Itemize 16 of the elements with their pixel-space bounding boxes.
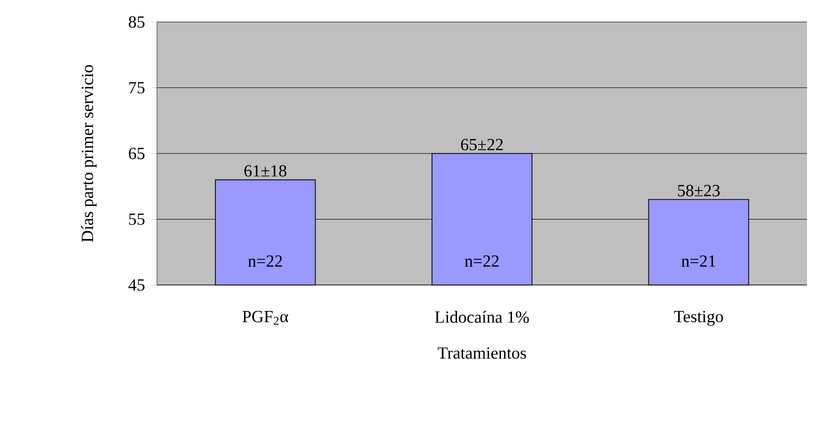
annotation: n=22 (248, 255, 282, 267)
x-tick-label: PGF$_{2}$α (242, 310, 288, 325)
y-tick-label: 65 (128, 148, 144, 160)
y-tick-label: 45 (128, 279, 144, 291)
data-label: 58±23 (678, 184, 720, 196)
annotation: n=22 (464, 255, 499, 267)
annotation: n=21 (682, 255, 716, 267)
data-label: 65±22 (461, 138, 503, 150)
y-tick-label: 75 (129, 82, 144, 94)
y-tick-label: 85 (128, 16, 144, 28)
y-tick-label: 55 (129, 214, 144, 225)
x-tick-label: Testigo (674, 310, 723, 326)
x-axis-title: Tratamientos (438, 347, 526, 359)
data-label: 61±18 (244, 165, 286, 177)
x-tick-label: Lidocaína 1% (435, 310, 529, 323)
y-axis-title: Días parto primer servicio (81, 65, 97, 242)
